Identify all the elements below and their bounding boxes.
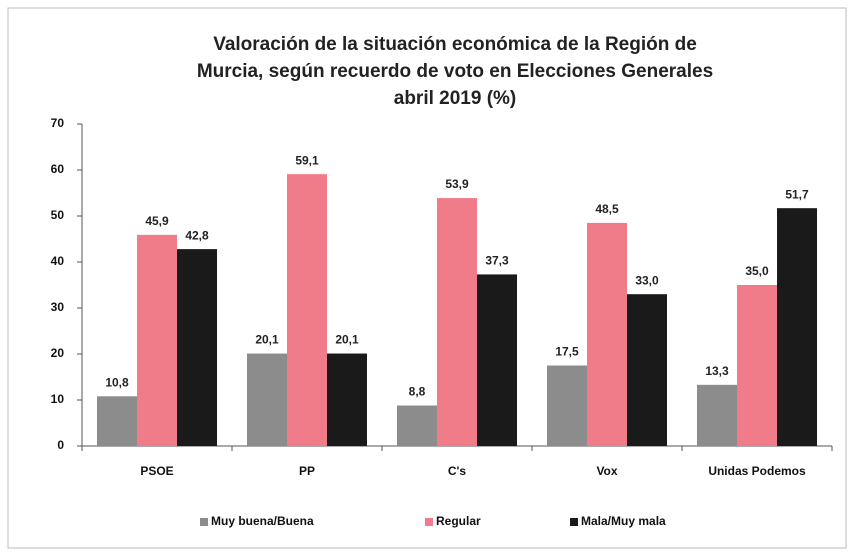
legend-label: Mala/Muy mala [581,514,666,528]
y-tick-label: 60 [51,162,65,176]
y-tick-label: 40 [51,254,65,268]
bar [547,365,587,446]
legend-marker [200,518,208,526]
value-label: 42,8 [185,228,209,242]
x-tick-label: PP [299,464,315,478]
legend-label: Regular [436,514,481,528]
bar [327,353,367,446]
y-tick-label: 20 [51,346,65,360]
value-label: 8,8 [409,385,426,399]
bar [97,396,137,446]
value-label: 33,0 [635,273,659,287]
y-tick-label: 50 [51,208,65,222]
chart-title: Murcia, según recuerdo de voto en Elecci… [197,61,713,82]
value-label: 48,5 [595,202,619,216]
bar [287,174,327,446]
value-label: 45,9 [145,214,169,228]
bar [777,208,817,446]
bar [477,274,517,446]
value-label: 53,9 [445,177,469,191]
value-label: 59,1 [295,153,319,167]
bar [587,222,627,446]
bar [177,249,217,446]
value-label: 13,3 [705,364,729,378]
value-label: 20,1 [255,333,279,347]
y-tick-label: 30 [51,300,65,314]
value-label: 51,7 [785,187,809,201]
chart-title: Valoración de la situación económica de … [213,34,697,55]
x-tick-label: C's [448,464,467,478]
legend-marker [425,518,433,526]
y-tick-label: 70 [51,116,65,130]
y-tick-label: 0 [57,438,64,452]
bar [627,294,667,446]
value-label: 35,0 [745,264,769,278]
x-tick-label: Unidas Podemos [708,464,806,478]
bar [247,353,287,446]
value-label: 10,8 [105,375,129,389]
x-tick-label: Vox [596,464,617,478]
bar [137,234,177,446]
value-label: 20,1 [335,333,359,347]
value-label: 37,3 [485,254,509,268]
bar [397,405,437,446]
x-tick-label: PSOE [140,464,173,478]
y-tick-label: 10 [51,392,65,406]
legend-marker [570,518,578,526]
bar [697,384,737,446]
bar [437,198,477,446]
value-label: 17,5 [555,345,579,359]
chart-title: abril 2019 (%) [394,88,517,109]
legend-label: Muy buena/Buena [211,514,314,528]
bar [737,285,777,446]
